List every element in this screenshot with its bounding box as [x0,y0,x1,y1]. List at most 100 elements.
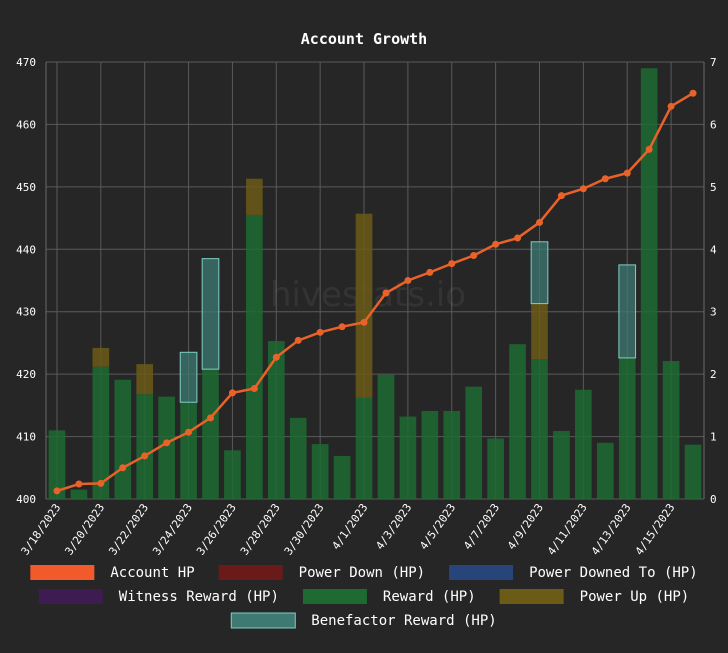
bar-reward-hp [487,438,504,499]
legend-label: Power Down (HP) [299,565,425,581]
account-hp-point [250,385,258,393]
bar-power-up-hp [246,178,263,215]
legend-label: Witness Reward (HP) [119,589,279,605]
x-tick-label: 4/3/2023 [373,501,414,552]
y-left-tick-label: 450 [16,181,36,194]
legend-label: Benefactor Reward (HP) [311,613,496,629]
x-tick-label: 4/13/2023 [589,501,634,557]
x-tick-label: 3/30/2023 [282,501,327,557]
y-right-tick-label: 6 [710,118,717,131]
y-left-tick-label: 430 [16,306,36,319]
account-hp-point [601,175,609,183]
y-left-tick-label: 420 [16,368,36,381]
y-right-tick-label: 5 [710,181,717,194]
bar-reward-hp [246,214,263,499]
legend[interactable]: Account HP Power Down (HP) Power Downed To… [30,565,698,629]
legend-swatch [449,565,514,580]
bar-reward-hp [443,410,461,499]
y-left-tick-label: 400 [16,493,36,506]
bar-reward-hp [553,430,570,499]
bar-reward-hp [158,396,175,499]
account-hp-point [360,318,368,326]
bar-reward-hp [48,430,66,499]
bar-reward-hp [509,344,526,499]
account-hp-point [228,389,236,397]
account-hp-point [404,277,412,284]
legend-label: Power Downed To (HP) [529,565,698,581]
account-hp-point [75,480,83,488]
bar-reward-hp [92,366,110,499]
legend-item[interactable]: Witness Reward (HP) [38,589,279,605]
bar-reward-hp [465,386,483,499]
bar-reward-hp [267,341,285,499]
legend-label: Reward (HP) [383,589,476,605]
bar-power-up-hp [531,303,548,360]
legend-item[interactable]: Power Down (HP) [218,565,425,581]
account-hp-point [382,289,390,297]
account-hp-line [53,89,697,495]
x-tick-label: 4/9/2023 [505,501,546,552]
bar-benefactor-reward-hp [179,351,198,403]
y-right-tick-label: 2 [710,368,717,381]
bar-power-up-hp [92,347,110,367]
account-hp-point [53,487,61,495]
x-tick-label: 4/7/2023 [461,501,502,552]
bar-reward-hp [575,389,592,499]
bar-reward-hp [377,374,395,499]
bar-reward-hp [596,442,614,499]
legend-item[interactable]: Reward (HP) [302,589,476,605]
bar-reward-hp [289,417,307,499]
bar-reward-hp [684,444,702,499]
bar-benefactor-reward-hp [618,264,637,359]
legend-item[interactable]: Benefactor Reward (HP) [230,612,497,629]
x-tick-label: 3/26/2023 [194,501,239,557]
account-hp-point [163,439,171,447]
bar-reward-hp [399,416,417,499]
bar-reward-hp [640,68,658,499]
legend-item[interactable]: Account HP [30,565,195,581]
bar-reward-hp [180,402,197,499]
y-right-tick-label: 3 [710,306,717,319]
x-tick-label: 3/20/2023 [62,501,107,557]
bar-series [48,68,702,499]
x-tick-label: 3/22/2023 [106,501,151,557]
bar-reward-hp [224,450,241,499]
x-tick-label: 3/24/2023 [150,501,195,557]
bar-reward-hp [618,357,636,499]
bar-benefactor-reward-hp [530,241,549,305]
account-hp-point [645,145,653,153]
chart-title: Account Growth [301,30,427,48]
y-left-tick-label: 470 [16,56,36,69]
x-tick-label: 4/11/2023 [545,501,590,557]
x-tick-label: 4/1/2023 [329,501,370,552]
bar-reward-hp [531,359,548,499]
account-hp-point [185,428,193,436]
legend-item[interactable]: Power Up (HP) [499,589,690,605]
legend-swatch [38,589,103,604]
account-hp-point [119,464,127,472]
account-hp-point [338,323,346,331]
legend-label: Power Up (HP) [580,589,690,605]
account-hp-point [689,89,697,97]
legend-item[interactable]: Power Downed To (HP) [449,565,698,581]
y-left-tick-label: 460 [16,118,36,131]
bar-reward-hp [114,379,132,499]
x-tick-label: 4/5/2023 [417,501,458,552]
account-hp-point [579,185,587,193]
legend-swatch [218,565,283,580]
bar-reward-hp [662,361,680,499]
bar-reward-hp [311,444,329,499]
legend-swatch [30,565,95,580]
y-right-tick-label: 7 [710,56,717,69]
bar-reward-hp [202,369,219,499]
y-right-tick-label: 0 [710,493,717,506]
legend-swatch [230,612,296,629]
account-hp-point [448,260,456,268]
account-hp-point [623,169,631,177]
account-hp-point [316,328,324,336]
bar-power-up-hp [355,213,373,398]
legend-label: Account HP [110,565,194,581]
bar-reward-hp [333,455,351,499]
account-hp-point [207,414,214,422]
